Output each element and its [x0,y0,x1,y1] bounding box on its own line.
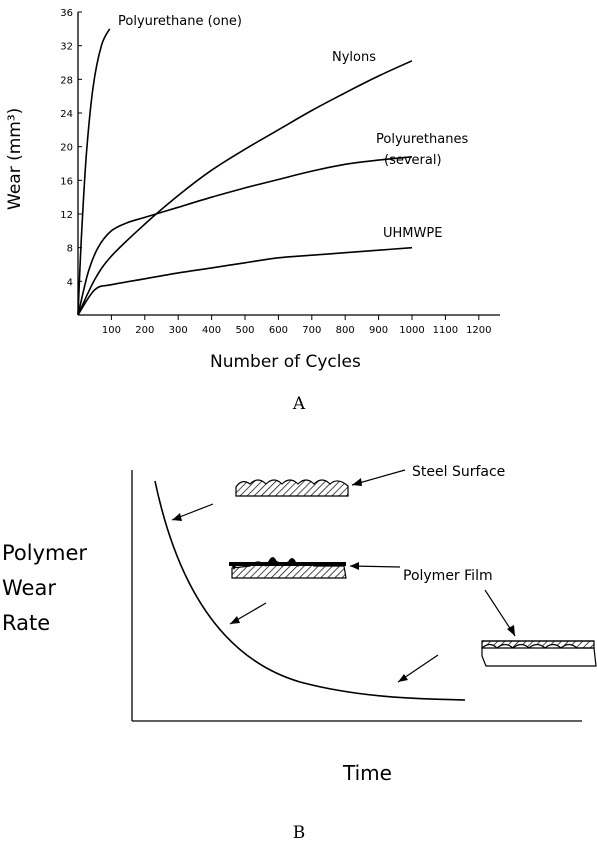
x-tick-label: 500 [235,325,254,336]
y-axis-title-line-2: Wear [2,576,56,600]
transfer-film-block [481,640,597,667]
caption-b: B [293,823,306,843]
series-label: Nylons [332,50,376,65]
annotation-steel-surface: Steel Surface [412,464,505,480]
y-tick-label: 24 [60,109,73,120]
series-label: Polyurethane (one) [118,14,242,29]
y-tick-label: 32 [60,42,73,53]
x-tick-label: 1100 [433,325,458,336]
x-tick-label: 400 [202,325,221,336]
chart-a: 100 200 300 400 500 600 700 800 900 1000 1100 1200 4… [5,8,500,414]
arrow-head [398,674,408,682]
wear-rate-curve [154,480,466,701]
arrow-head [352,478,362,486]
y-tick-label: 28 [60,75,73,86]
x-axis-title: Number of Cycles [210,352,361,372]
y-tick-label: 12 [60,210,73,221]
x-tick-label: 1000 [399,325,424,336]
x-tick-label: 800 [336,325,355,336]
x-axis-title: Time [342,761,392,785]
series-line [77,156,413,316]
y-tick-label: 4 [67,277,73,288]
series-line [77,28,111,316]
y-tick-label: 36 [60,8,73,19]
x-tick-label: 700 [302,325,321,336]
caption-a: A [292,394,306,414]
y-tick-label: 20 [60,143,73,154]
series-label: (several) [384,153,442,168]
arrow-head [230,616,240,624]
arrow-head [350,562,359,570]
y-axis-title-line-3: Rate [2,611,50,635]
x-tick-label: 300 [169,325,188,336]
x-tick-label: 900 [369,325,388,336]
y-tick-label: 16 [60,176,73,187]
arrow-head [507,625,515,636]
y-tick-label: 8 [67,244,73,255]
polymer-film-block [229,557,347,579]
annotation-polymer-film: Polymer Film [403,568,493,584]
x-tick-label: 100 [102,325,121,336]
chart-b: Polymer Wear Rate Time Steel Surface Pol… [2,464,597,843]
steel-surface-block [235,479,349,497]
x-tick-label: 600 [269,325,288,336]
y-axis-title-line-1: Polymer [2,541,87,565]
y-axis-title: Wear (mm³) [5,108,25,210]
series-line [77,60,413,316]
series-line [77,246,413,316]
series-label: UHMWPE [383,226,442,241]
x-tick-label: 1200 [466,325,491,336]
arrow-head [172,513,182,521]
x-tick-label: 200 [135,325,154,336]
series-label: Polyurethanes [376,132,468,147]
